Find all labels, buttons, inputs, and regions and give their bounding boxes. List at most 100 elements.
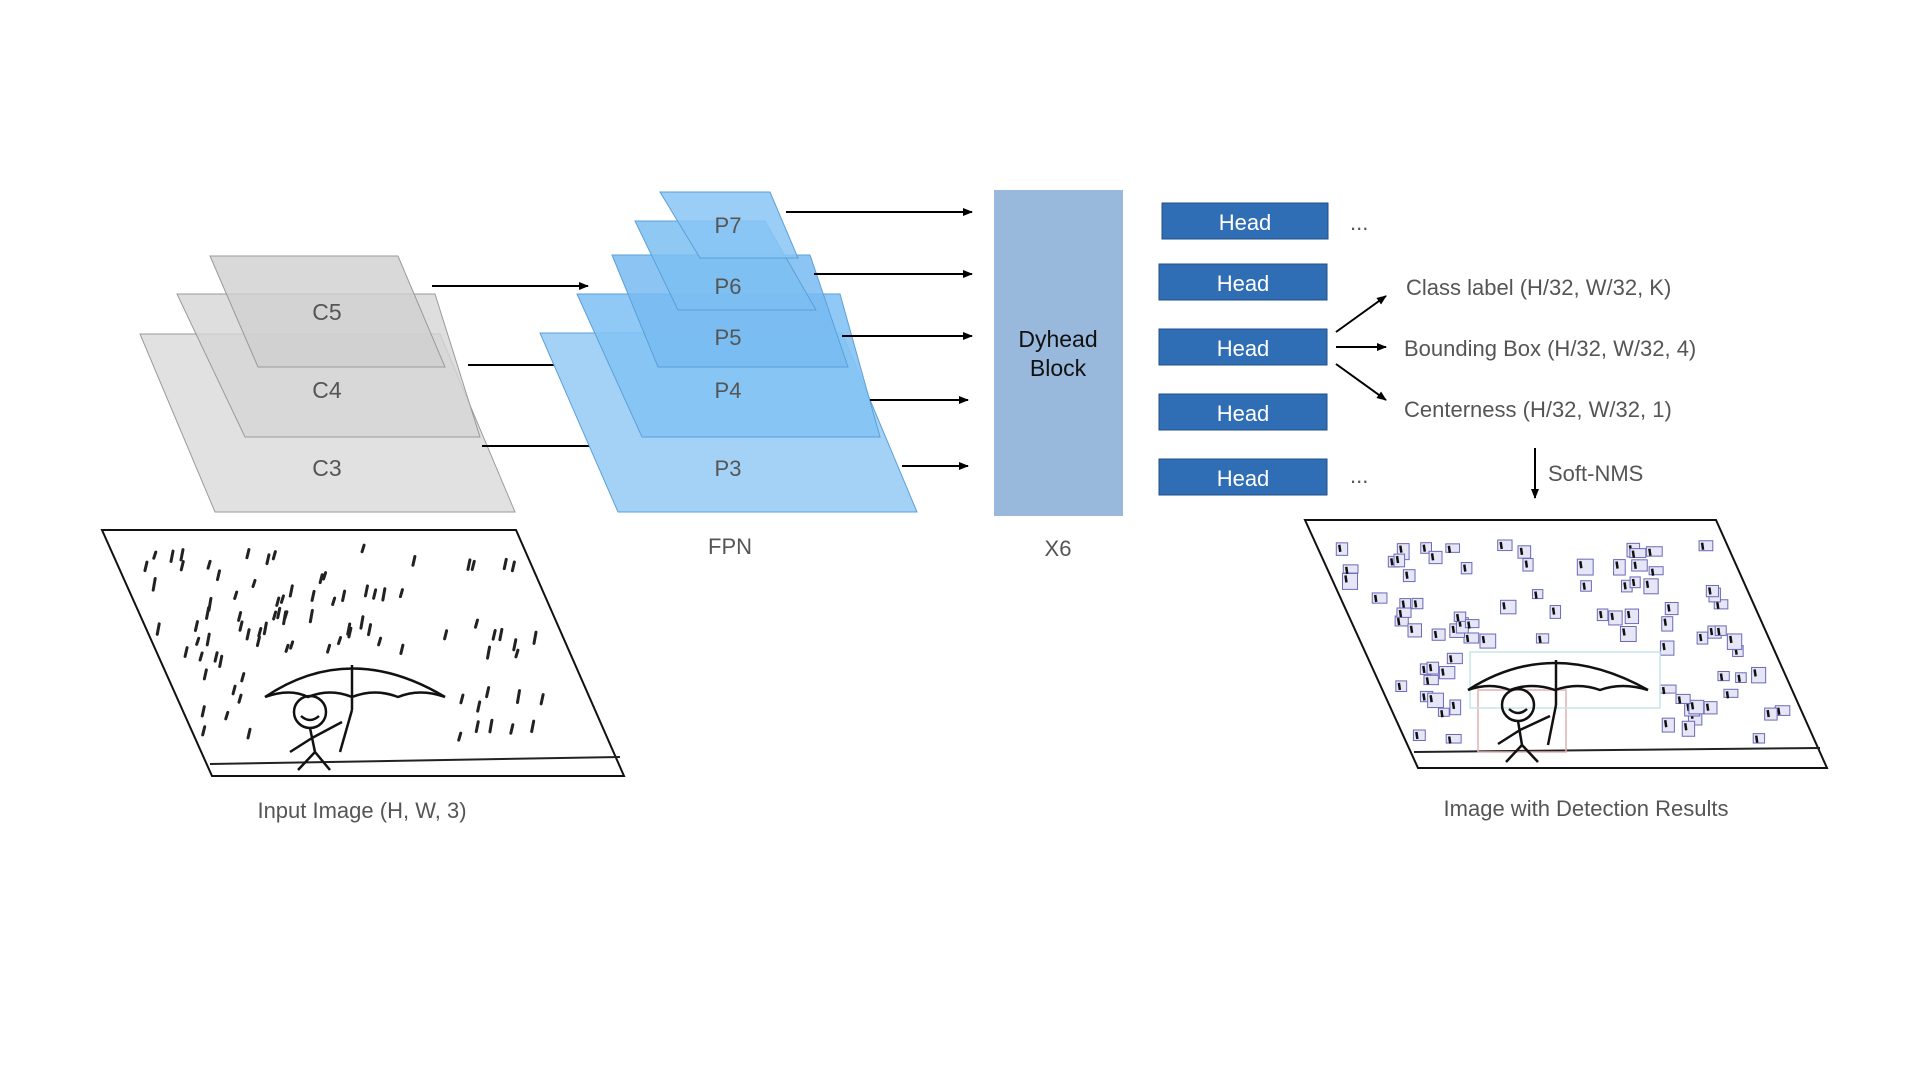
raindrop-mark	[143, 560, 149, 573]
raindrop-mark	[1582, 582, 1586, 590]
raindrop-mark	[1705, 703, 1710, 711]
detection-box	[1596, 608, 1609, 622]
raindrop-mark	[246, 727, 252, 740]
layer-c5-label: C5	[312, 299, 341, 325]
raindrop-mark	[1645, 580, 1650, 589]
head-column: Head Head Head Head Head ... ...	[1158, 202, 1368, 496]
detection-box	[1449, 699, 1462, 716]
raindrop-mark	[539, 693, 545, 706]
layer-p5-label: P5	[715, 325, 742, 350]
raindrop-mark	[1441, 668, 1445, 676]
raindrop-mark	[1662, 642, 1666, 651]
detection-box	[1500, 599, 1517, 615]
raindrop-mark	[201, 725, 207, 737]
layer-c3-label: C3	[312, 455, 341, 481]
raindrop-mark	[200, 705, 206, 718]
detection-box	[1411, 597, 1424, 610]
raindrop-mark	[1551, 607, 1556, 615]
raindrop-mark	[411, 555, 417, 567]
raindrop-mark	[262, 621, 268, 636]
detection-box	[1531, 589, 1544, 600]
layer-p4-label: P4	[715, 378, 742, 403]
raindrop-mark	[1447, 736, 1452, 744]
raindrop-mark	[512, 638, 518, 652]
raindrop-mark	[473, 618, 479, 629]
detection-box	[1717, 671, 1730, 682]
detection-box	[1335, 542, 1349, 556]
raindrop-mark	[1430, 553, 1435, 561]
raindrop-mark	[1399, 545, 1403, 553]
detection-box	[1460, 562, 1473, 575]
raindrop-mark	[240, 672, 246, 683]
detection-box	[1703, 701, 1718, 715]
raindrop-mark	[377, 636, 383, 647]
detection-box	[1608, 610, 1623, 626]
raindrop-mark	[485, 686, 491, 699]
raindrop-mark	[1425, 677, 1430, 685]
raindrop-mark	[486, 645, 492, 660]
input-image	[100, 529, 626, 777]
backbone-stack: C5 C4 C3	[139, 255, 516, 513]
raindrop-mark	[470, 559, 476, 571]
raindrop-mark	[1631, 578, 1636, 587]
detection-box	[1698, 540, 1714, 552]
detection-box	[1420, 542, 1432, 554]
head-label: Head	[1217, 336, 1270, 361]
raindrop-mark	[231, 684, 237, 696]
detection-box	[1402, 569, 1416, 583]
detection-box	[1714, 625, 1727, 636]
raindrop-mark	[205, 606, 211, 620]
input-image-caption: Input Image (H, W, 3)	[257, 798, 466, 823]
raindrop-mark	[1456, 613, 1460, 622]
raindrop-mark	[1615, 561, 1619, 569]
detection-box	[1664, 601, 1679, 616]
output-image	[1303, 519, 1829, 769]
detection-box	[1431, 628, 1446, 641]
detection-box	[1752, 733, 1766, 744]
head-box	[1158, 393, 1328, 431]
detection-box	[1438, 666, 1456, 680]
detection-box	[1395, 680, 1408, 693]
raindrop-mark	[459, 693, 465, 705]
raindrop-mark	[272, 610, 278, 621]
detection-box	[1407, 623, 1422, 638]
raindrop-mark	[1677, 696, 1682, 704]
detection-box	[1723, 688, 1739, 698]
raindrop-mark	[275, 596, 281, 607]
raindrop-mark	[279, 594, 285, 604]
raindrop-mark	[1467, 621, 1471, 629]
raindrop-mark	[151, 576, 157, 592]
raindrop-mark	[276, 606, 282, 620]
raindrop-mark	[1648, 548, 1652, 556]
raindrop-mark	[1650, 568, 1655, 576]
raindrop-mark	[257, 626, 263, 638]
raindrop-mark	[1667, 604, 1671, 612]
detection-box	[1631, 559, 1648, 572]
detection-box	[1661, 616, 1674, 632]
raindrop-mark	[1451, 701, 1456, 710]
raindrop-mark	[193, 620, 199, 633]
raindrop-mark	[1737, 674, 1741, 682]
raindrop-mark	[1397, 682, 1402, 691]
raindrop-mark	[359, 615, 365, 630]
raindrop-mark	[514, 648, 520, 659]
raindrop-mark	[237, 693, 243, 704]
layer-p3-label: P3	[715, 456, 742, 481]
fpn-caption: FPN	[708, 534, 752, 559]
output-image-caption: Image with Detection Results	[1444, 796, 1729, 821]
raindrop-mark	[347, 626, 353, 639]
raindrop-mark	[1429, 694, 1433, 703]
raindrop-mark	[215, 569, 221, 582]
raindrop-mark	[1396, 617, 1401, 626]
raindrop-mark	[238, 620, 244, 632]
raindrop-mark	[381, 587, 387, 602]
raindrop-mark	[1622, 628, 1626, 636]
detection-box	[1696, 631, 1709, 645]
detection-box	[1445, 543, 1461, 553]
detection-box	[1423, 674, 1439, 686]
layer-p6-label: P6	[715, 274, 742, 299]
head-label: Head	[1219, 210, 1272, 235]
raindrop-mark	[510, 560, 516, 573]
layer-p7	[659, 191, 799, 259]
dyhead-block	[994, 190, 1123, 516]
